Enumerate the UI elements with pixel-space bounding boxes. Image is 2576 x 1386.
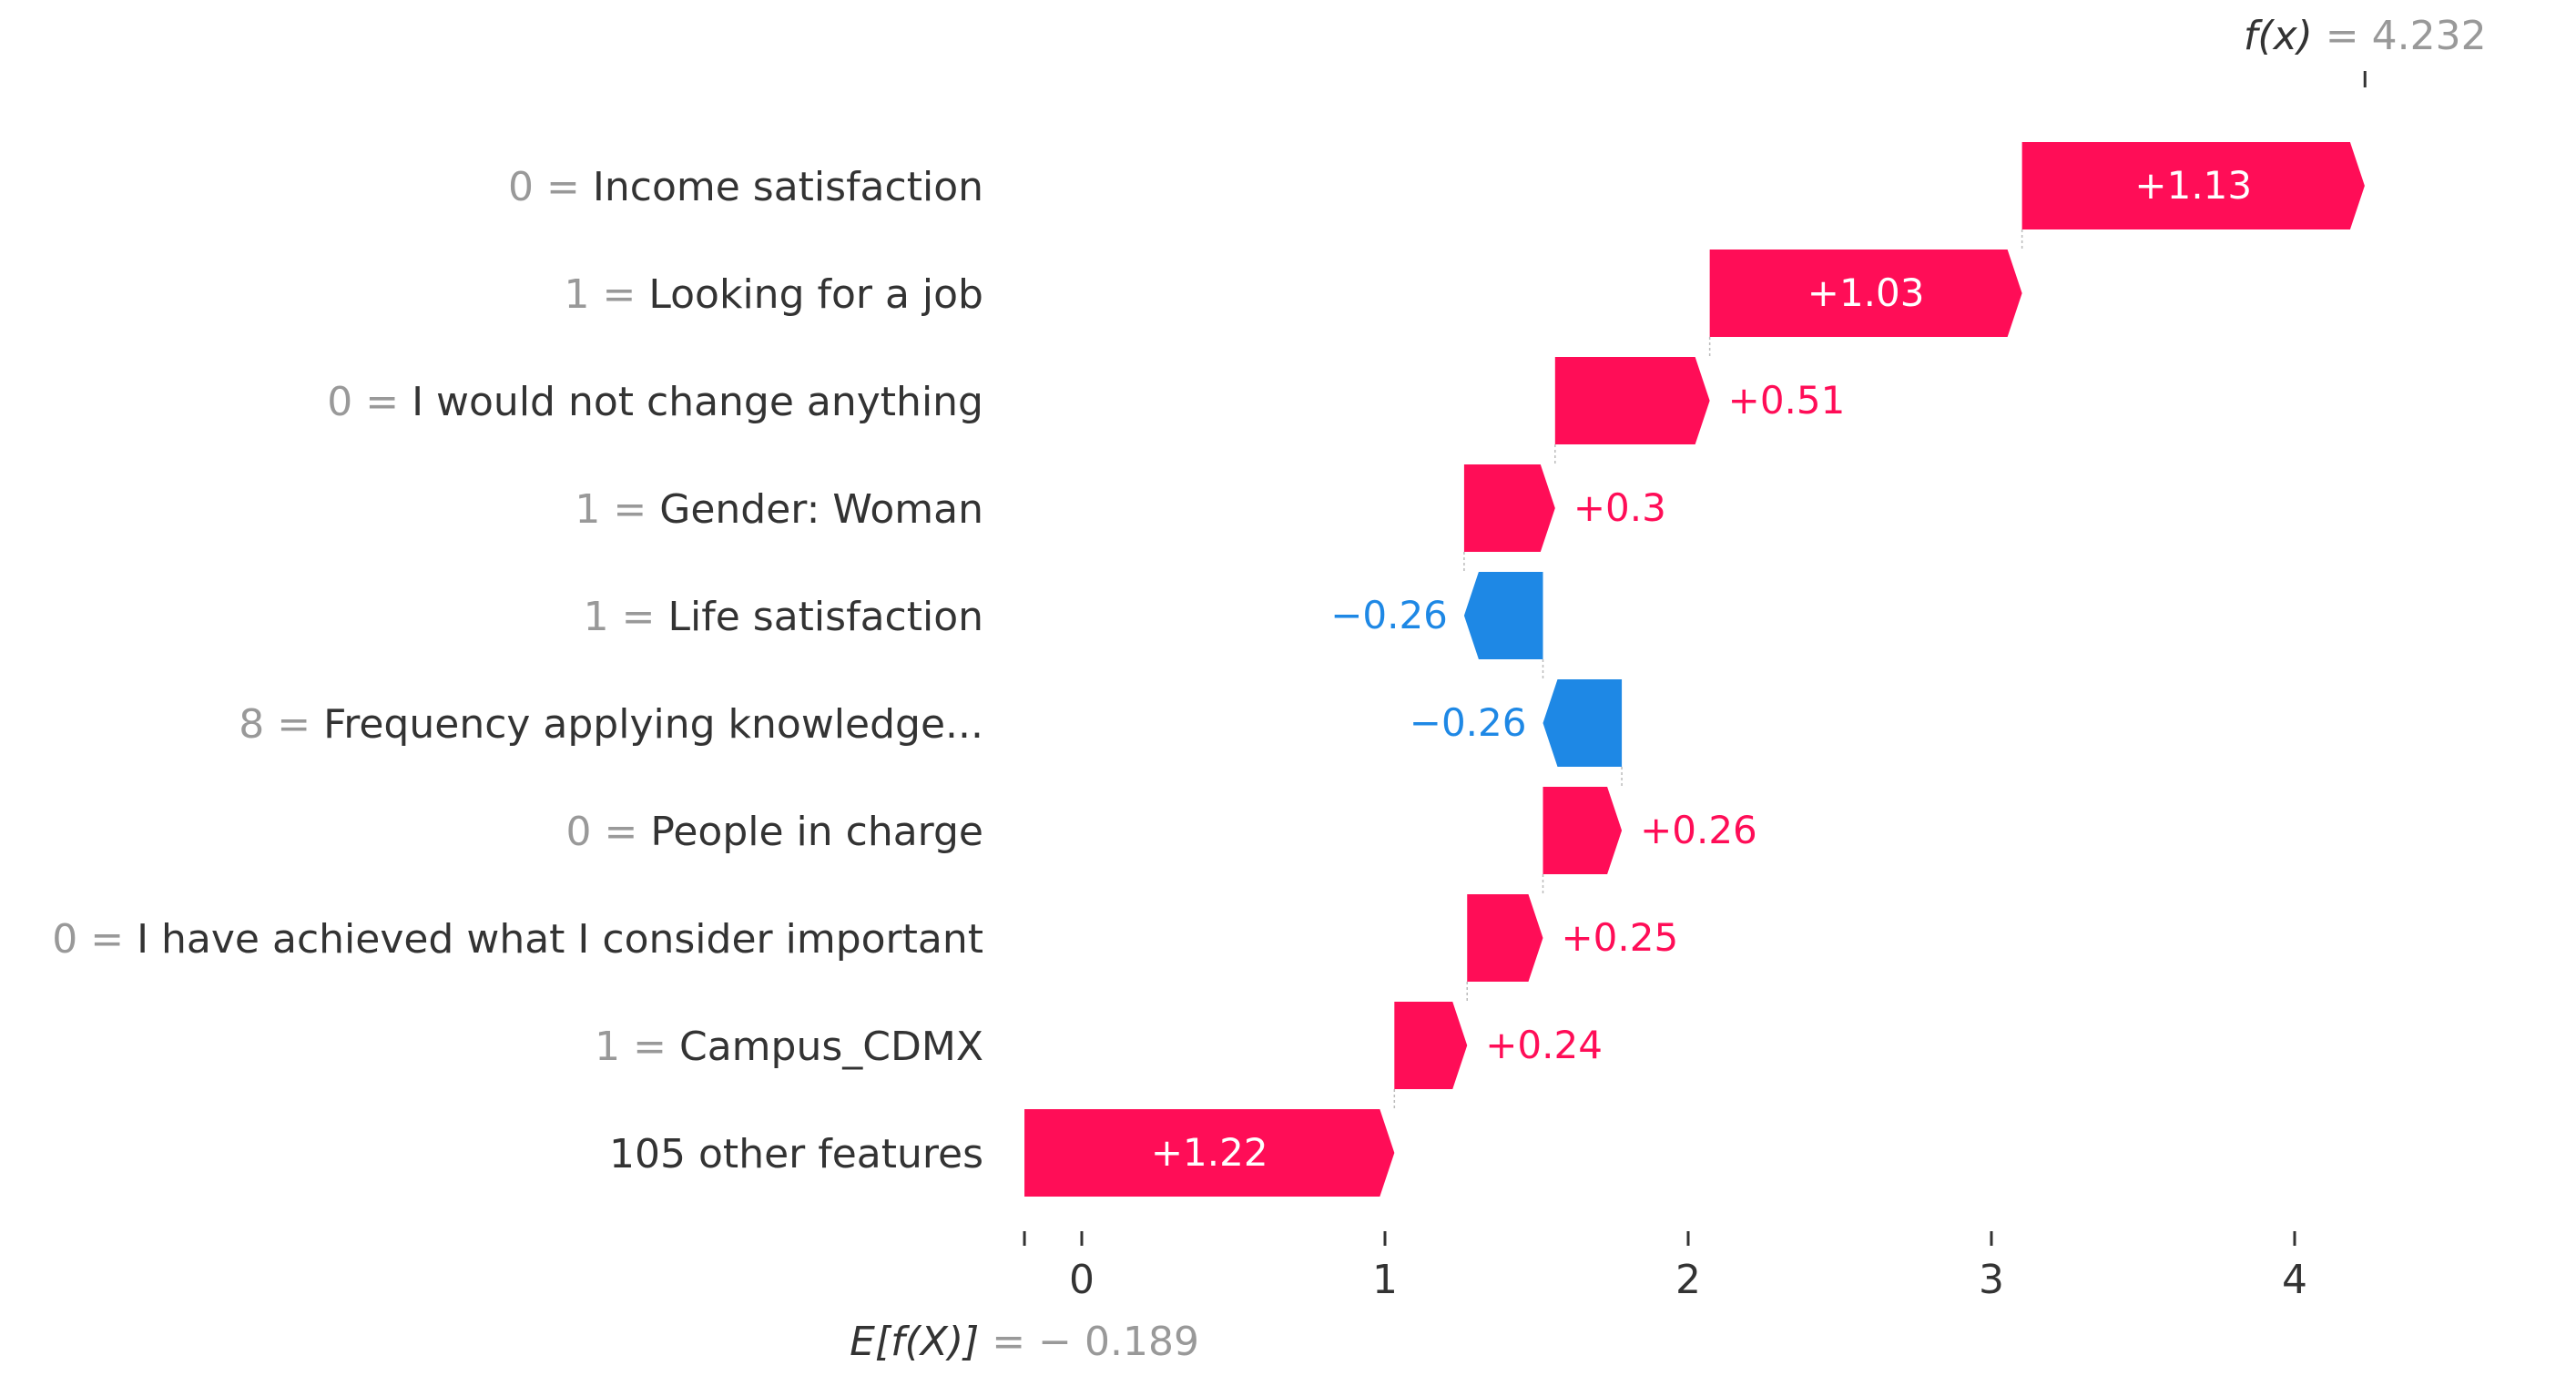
- bar-value-label: +1.03: [1807, 270, 1925, 315]
- bar-value-label: +0.25: [1561, 915, 1678, 960]
- feature-label: 1 = Gender: Woman: [575, 486, 983, 533]
- waterfall-bar: [1463, 464, 1555, 552]
- waterfall-bar: [1467, 894, 1543, 982]
- feature-name: Gender: Woman: [659, 486, 983, 533]
- waterfall-bar: [1543, 679, 1623, 767]
- feature-value: 8 =: [239, 701, 323, 748]
- feature-name: Life satisfaction: [668, 594, 984, 640]
- fx-symbol: f(x): [2244, 13, 2326, 59]
- bar-value-label: +0.3: [1573, 485, 1666, 530]
- x-tick-label: 2: [1675, 1257, 1701, 1303]
- fx-text: = 4.232: [2326, 13, 2487, 59]
- feature-value: 0 =: [566, 809, 651, 855]
- bar-value-label: +0.51: [1728, 378, 1846, 423]
- fx-annotation: f(x) = 4.232: [2244, 13, 2487, 59]
- feature-value: 1 =: [584, 594, 668, 640]
- feature-name: People in charge: [650, 809, 983, 855]
- feature-value: 1 =: [565, 271, 649, 318]
- x-tick-label: 0: [1069, 1257, 1095, 1303]
- x-tick-label: 3: [1979, 1257, 2004, 1303]
- waterfall-bar: [1024, 1109, 1395, 1197]
- feature-label: 105 other features: [609, 1131, 983, 1177]
- feature-name: Frequency applying knowledge...: [323, 701, 983, 748]
- connector-lines: [1393, 229, 2023, 1109]
- bar-value-label: +1.22: [1151, 1130, 1268, 1175]
- feature-label: 0 = I have achieved what I consider impo…: [52, 916, 983, 963]
- feature-label: 1 = Looking for a job: [565, 271, 983, 318]
- feature-name: I have achieved what I consider importan…: [137, 916, 983, 963]
- feature-value: 1 =: [595, 1024, 679, 1070]
- bar-value-label: +1.13: [2134, 163, 2252, 208]
- waterfall-bar: [2021, 142, 2365, 229]
- meta-annotations: E[f(X)] = − 0.189 f(x) = 4.232: [850, 13, 2486, 1365]
- bar-value-label: +0.26: [1640, 808, 1757, 852]
- feature-name: Campus_CDMX: [679, 1024, 983, 1070]
- feature-value: 0 =: [508, 164, 593, 210]
- feature-label: 1 = Campus_CDMX: [595, 1024, 983, 1070]
- bar-value-label: +0.24: [1485, 1023, 1603, 1067]
- waterfall-bar: [1394, 1002, 1468, 1089]
- bars-layer: +1.13 +1.03 +0.51 +0.3 −0.26 −0.26 +0.26 +0.25 +…: [1024, 142, 2365, 1197]
- feature-label: 0 = People in charge: [566, 809, 983, 855]
- waterfall-bar: [1709, 250, 2022, 337]
- feature-value: 0 =: [52, 916, 137, 963]
- feature-labels: 0 = Income satisfaction 1 = Looking for a…: [52, 164, 983, 1177]
- feature-name: I would not change anything: [412, 379, 983, 425]
- base-value-symbol: E[f(X)]: [850, 1319, 992, 1365]
- feature-label: 8 = Frequency applying knowledge...: [239, 701, 983, 748]
- feature-label: 1 = Life satisfaction: [584, 594, 983, 640]
- feature-name: Looking for a job: [648, 271, 983, 318]
- bar-value-label: −0.26: [1330, 593, 1448, 637]
- waterfall-bar: [1554, 357, 1710, 444]
- waterfall-bar: [1463, 572, 1543, 659]
- x-tick-label: 1: [1372, 1257, 1398, 1303]
- feature-value: 1 =: [575, 486, 659, 533]
- feature-label: 0 = Income satisfaction: [508, 164, 983, 210]
- feature-value: 0 =: [327, 379, 412, 425]
- base-value-annotation: E[f(X)] = − 0.189: [850, 1319, 1199, 1365]
- feature-name: Income satisfaction: [593, 164, 983, 210]
- base-value-text: = − 0.189: [992, 1319, 1199, 1365]
- waterfall-bar: [1543, 787, 1623, 874]
- x-axis: 0 1 2 3 4: [1023, 1231, 2307, 1303]
- feature-label: 0 = I would not change anything: [327, 379, 983, 425]
- x-tick-label: 4: [2282, 1257, 2307, 1303]
- bar-value-label: −0.26: [1410, 700, 1527, 745]
- feature-name: 105 other features: [609, 1131, 983, 1177]
